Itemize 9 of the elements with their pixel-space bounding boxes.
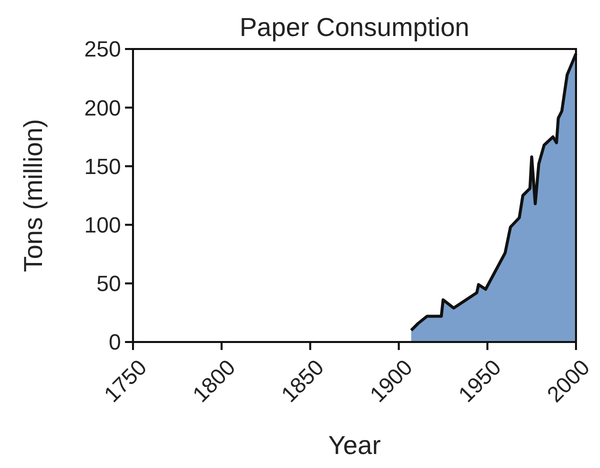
x-axis-title: Year bbox=[328, 430, 382, 460]
y-tick-label: 100 bbox=[84, 212, 121, 238]
y-tick-label: 150 bbox=[84, 154, 121, 179]
y-tick-label: 0 bbox=[108, 330, 121, 355]
y-axis-title: Tons (million) bbox=[18, 118, 48, 272]
y-tick-label: 200 bbox=[84, 95, 121, 120]
y-tick-label: 250 bbox=[84, 36, 121, 62]
y-tick-label: 50 bbox=[96, 271, 121, 296]
chart-title: Paper Consumption bbox=[240, 12, 470, 42]
